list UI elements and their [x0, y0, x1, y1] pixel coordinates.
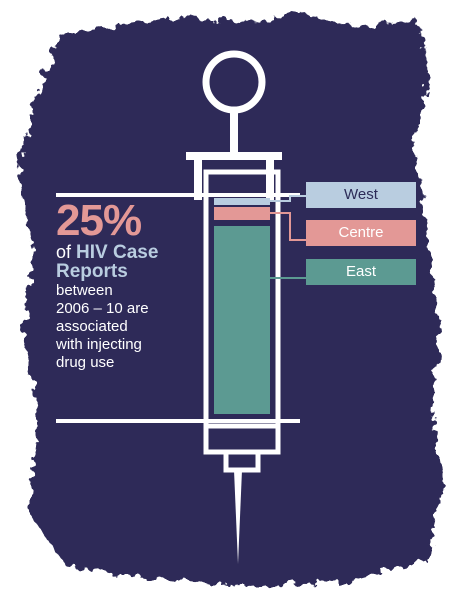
plunger-stem-left [194, 160, 202, 200]
flange-bottom [56, 419, 300, 423]
desc-line-4: with injecting [56, 336, 142, 353]
plunger-bar [186, 152, 282, 160]
flange-top [56, 193, 300, 197]
connector-centre [270, 212, 306, 241]
legend-box-east [306, 259, 416, 285]
desc-line-1: between [56, 282, 113, 299]
segment-west [214, 198, 270, 205]
plunger-rod [230, 112, 238, 156]
connector-west [270, 195, 306, 202]
legend-box-centre [306, 220, 416, 246]
legend-centre-label: Centre [338, 224, 384, 241]
segment-east [214, 226, 270, 414]
ring-icon [202, 50, 266, 114]
plunger-stem-right [266, 160, 274, 200]
desc-line-5: drug use [56, 354, 115, 371]
percentage: 25% [56, 196, 142, 245]
subject-part-1: HIV Case [76, 242, 159, 263]
desc-line-2: 2006 – 10 are [56, 300, 149, 317]
needle [234, 470, 242, 564]
legend-box-west [306, 182, 416, 208]
subject-line: of HIV Case [56, 242, 206, 263]
of-word: of [56, 242, 72, 262]
legend-east-label: East [345, 263, 376, 280]
subject-part-2: Reports [56, 261, 128, 282]
legend-west-label: West [344, 186, 378, 203]
desc-line-3: associated [56, 318, 128, 335]
headline-stat: 25% of HIV Case Reports between 2006 – 1… [56, 196, 206, 372]
segment-centre [214, 207, 270, 220]
